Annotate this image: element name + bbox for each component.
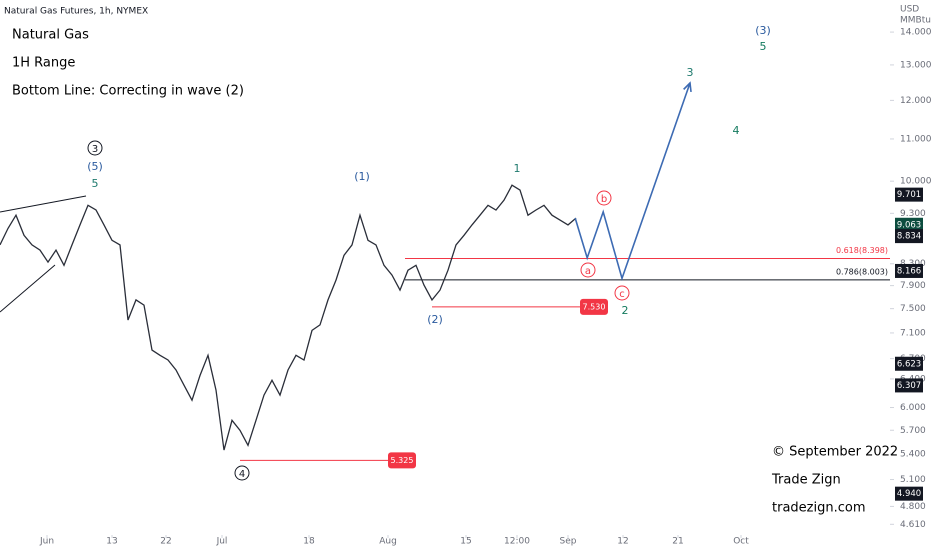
y-tick-label: 4.610 (900, 520, 926, 530)
x-tick-label: 12 (617, 537, 628, 547)
y-tick-label: 5.400 (900, 450, 926, 460)
fib-label: 0.618(8.398) (836, 246, 888, 255)
wave-label: b (601, 194, 607, 205)
x-tick-label: Aug (379, 537, 397, 547)
chart-title: Natural Gas Futures, 1h, NYMEX (4, 7, 148, 17)
x-tick-label: 15 (460, 537, 471, 547)
wave-label: 1 (514, 162, 521, 175)
arrow-head (683, 81, 692, 93)
wave-circle (580, 262, 596, 278)
wave-label: 5 (760, 40, 767, 53)
y-tick-label: 12.000 (900, 96, 932, 106)
x-tick-label: Jun (39, 537, 54, 547)
axis-badge-label: 4.940 (897, 489, 921, 499)
note: 1H Range (12, 56, 75, 71)
price-badge (580, 298, 608, 315)
price-badge-label: 5.325 (391, 456, 414, 465)
price-badge-label: 7.530 (583, 302, 606, 311)
y-tick-label: 7.500 (900, 304, 926, 314)
y-tick-label: 10.000 (900, 177, 932, 187)
x-tick-label: 13 (106, 537, 117, 547)
wave-circle (234, 465, 250, 481)
wave-label: (1) (354, 170, 370, 183)
wave-label: 4 (239, 469, 245, 480)
x-tick-label: Oct (733, 537, 749, 547)
y-tick-label: 7.900 (900, 281, 926, 291)
price-line (0, 184, 577, 451)
y-tick-label: 11.000 (900, 134, 932, 144)
wave-circle (614, 285, 630, 301)
y-tick-label: 6.000 (900, 403, 926, 413)
axis-badge (895, 217, 923, 232)
note: Natural Gas (12, 28, 89, 43)
price-badge (388, 452, 416, 469)
x-tick-label: Sep (560, 537, 577, 547)
axis-badge (895, 486, 923, 501)
credit: Trade Zign (771, 473, 841, 488)
axis-badge-label: 8.834 (897, 232, 921, 242)
wave-label: a (585, 266, 591, 277)
axis-badge (895, 187, 923, 202)
x-tick-label: 22 (160, 537, 171, 547)
y-tick-label: 5.100 (900, 475, 926, 485)
axis-badge-label: 6.307 (897, 381, 921, 391)
wave-label: (2) (427, 313, 443, 326)
currency: USD (900, 5, 919, 15)
axis-badge-label: 9.701 (897, 190, 921, 200)
unit: MMBtu (900, 16, 931, 26)
y-tick-label: 13.000 (900, 60, 932, 70)
x-tick-label: Jul (216, 537, 228, 547)
credit: © September 2022 (772, 445, 898, 460)
wave-label: 5 (92, 177, 99, 190)
y-tick-label: 14.000 (900, 28, 932, 38)
x-tick-label: 18 (303, 537, 315, 547)
wave-label: 4 (733, 124, 740, 137)
wave-circle (596, 190, 612, 206)
x-tick-label: 21 (672, 537, 683, 547)
axis-badge (895, 356, 923, 371)
trendline (0, 195, 87, 213)
y-tick-label: 9.300 (900, 209, 926, 219)
wave-label: c (619, 289, 625, 300)
y-tick-label: 4.800 (900, 502, 926, 512)
wave-label: (5) (87, 160, 103, 173)
axis-badge-label: 6.623 (897, 359, 921, 369)
y-tick-label: 5.700 (900, 426, 926, 436)
wave-label: (3) (755, 24, 771, 37)
x-tick-label: 12:00 (504, 537, 530, 547)
projection-line (574, 82, 691, 282)
axis-badge (895, 378, 923, 393)
axis-badge (895, 229, 923, 244)
wave-circle (87, 140, 103, 156)
axis-badge-label: 8.166 (897, 266, 921, 276)
wave-label: 3 (687, 66, 694, 79)
note: Bottom Line: Correcting in wave (2) (12, 84, 244, 99)
credit: tradezign.com (772, 501, 865, 516)
fib-label: 0.786(8.003) (836, 267, 888, 276)
axis-badge-label: 9.063 (897, 220, 921, 230)
y-tick-label: 7.100 (900, 328, 926, 338)
axis-badge (895, 263, 923, 278)
wave-label: 3 (92, 144, 98, 155)
wave-label: 2 (622, 304, 629, 317)
trendline (0, 264, 56, 313)
